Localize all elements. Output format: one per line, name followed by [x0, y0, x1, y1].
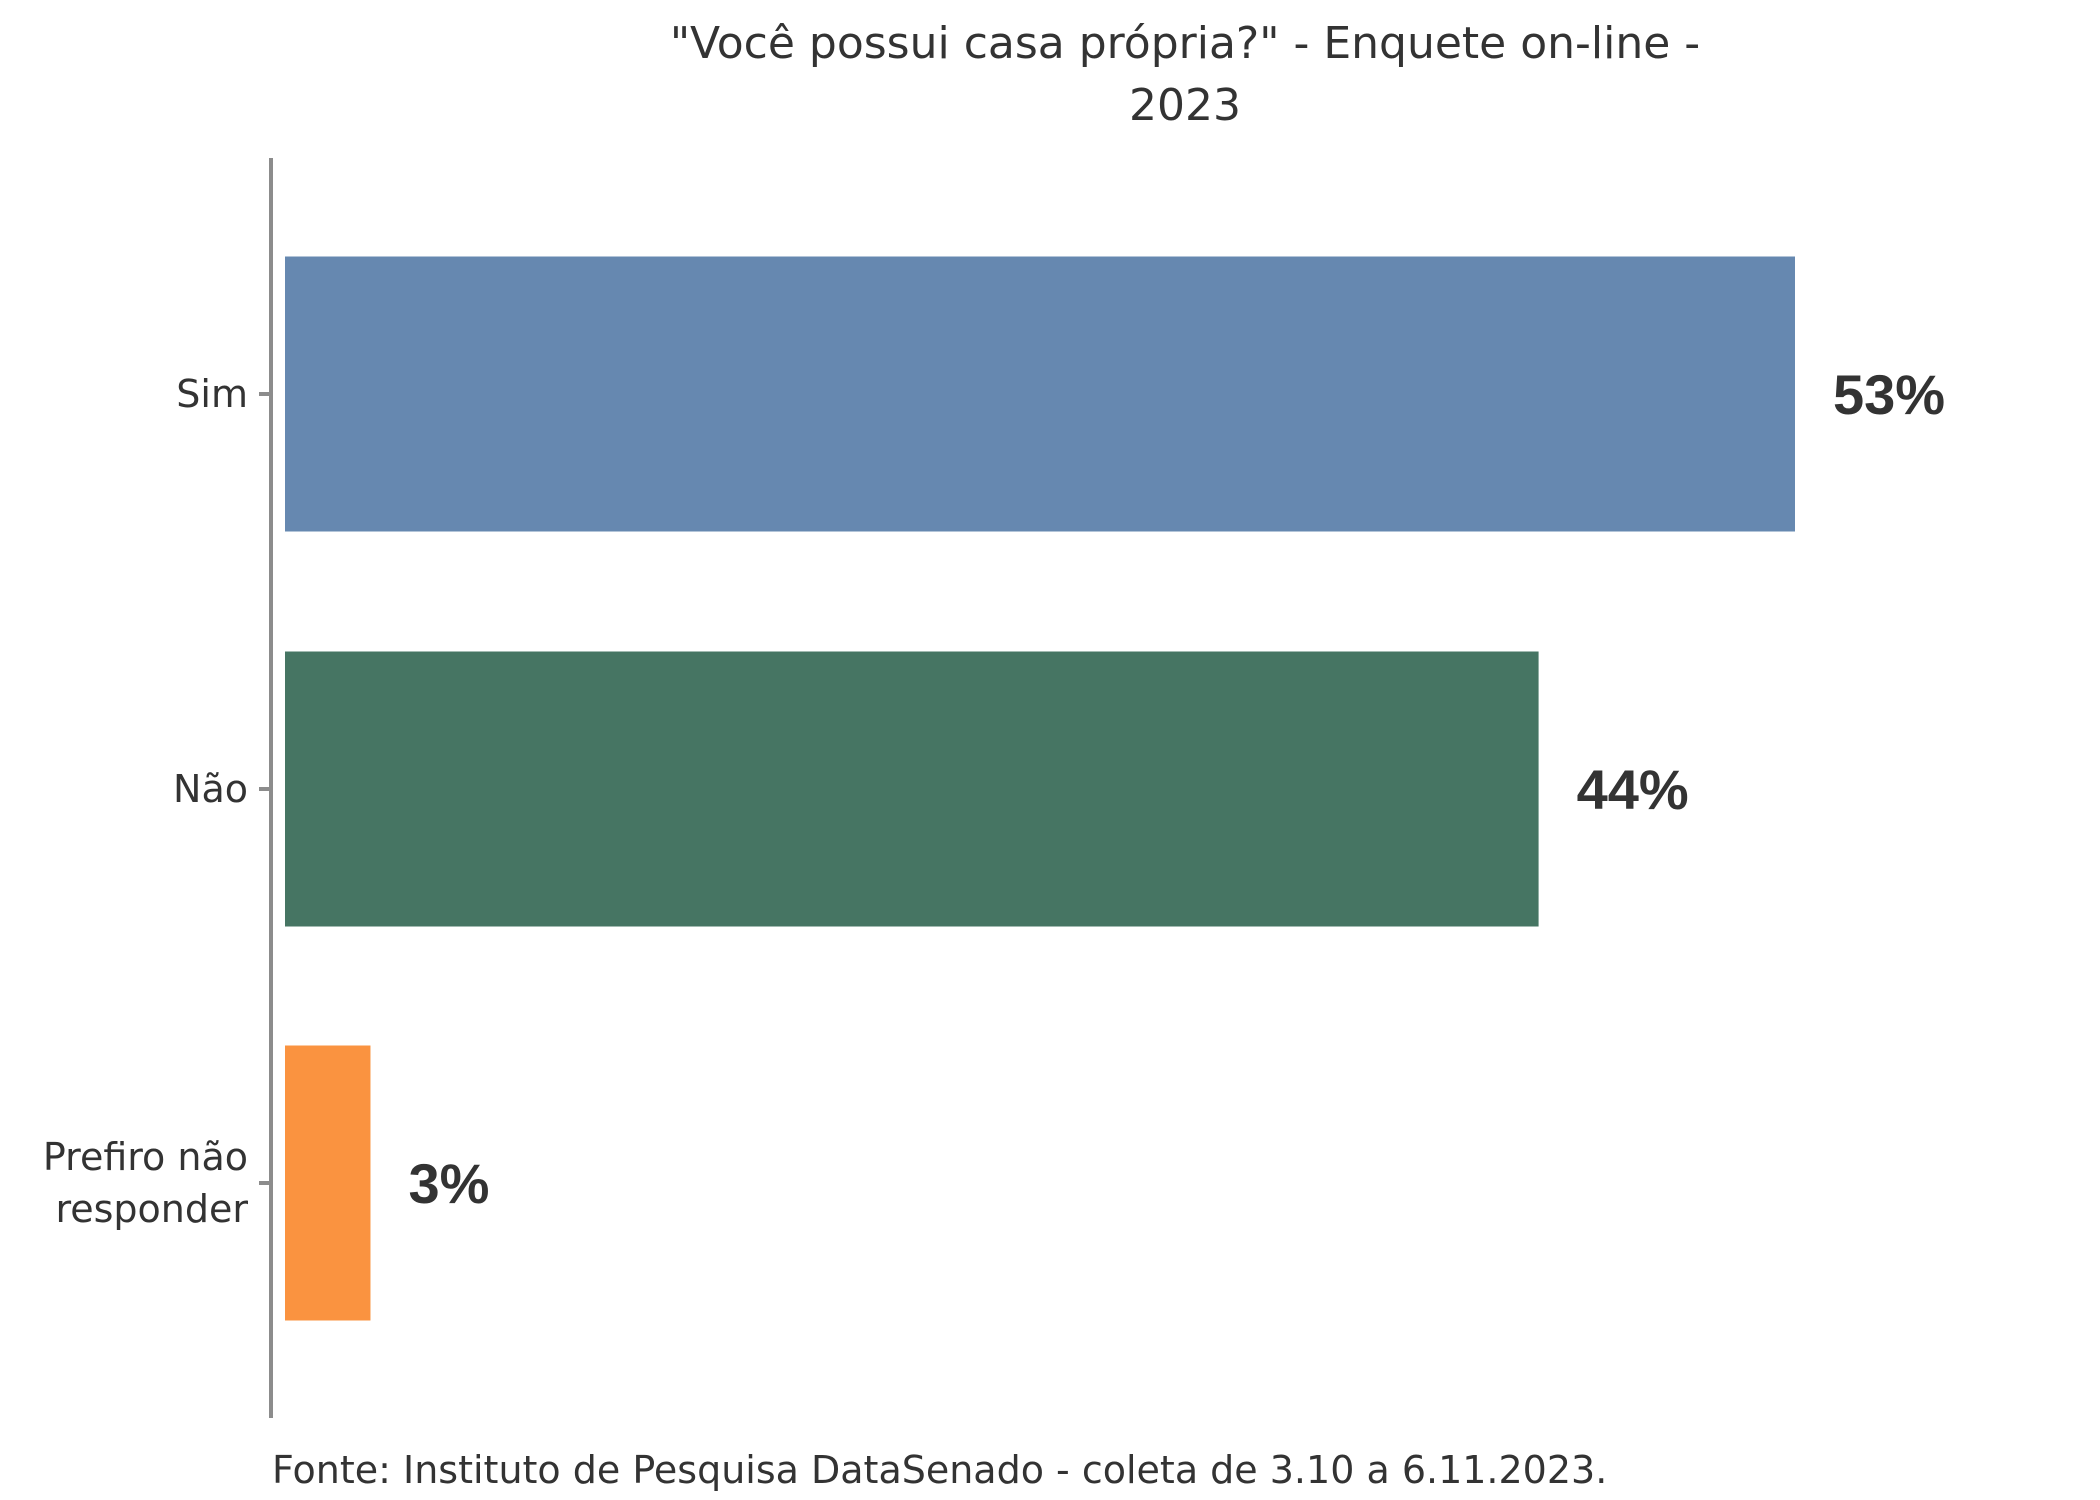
data-labels: 53% 44% 3% — [408, 363, 1945, 1215]
chart-title-line-1: "Você possui casa própria?" - Enquete on… — [670, 18, 1700, 69]
chart-title-line-2: 2023 — [1129, 80, 1241, 131]
data-label-1: 53% — [1833, 363, 1945, 426]
bar-2 — [285, 651, 1539, 927]
category-label-3-line-2: responder — [55, 1187, 248, 1231]
y-axis-labels: Sim Não Prefiro não responder — [43, 372, 248, 1231]
data-label-2: 44% — [1577, 758, 1689, 821]
bar-1 — [285, 256, 1795, 532]
bar-3 — [285, 1045, 371, 1321]
y-axis-ticks — [259, 392, 271, 1185]
category-label-2: Não — [173, 767, 248, 811]
chart-title: "Você possui casa própria?" - Enquete on… — [670, 18, 1700, 131]
data-label-3: 3% — [408, 1152, 489, 1215]
category-label-1: Sim — [176, 372, 248, 416]
bars — [285, 256, 1795, 1321]
source-note: Fonte: Instituto de Pesquisa DataSenado … — [272, 1448, 1607, 1492]
category-label-3-line-1: Prefiro não — [43, 1135, 248, 1179]
